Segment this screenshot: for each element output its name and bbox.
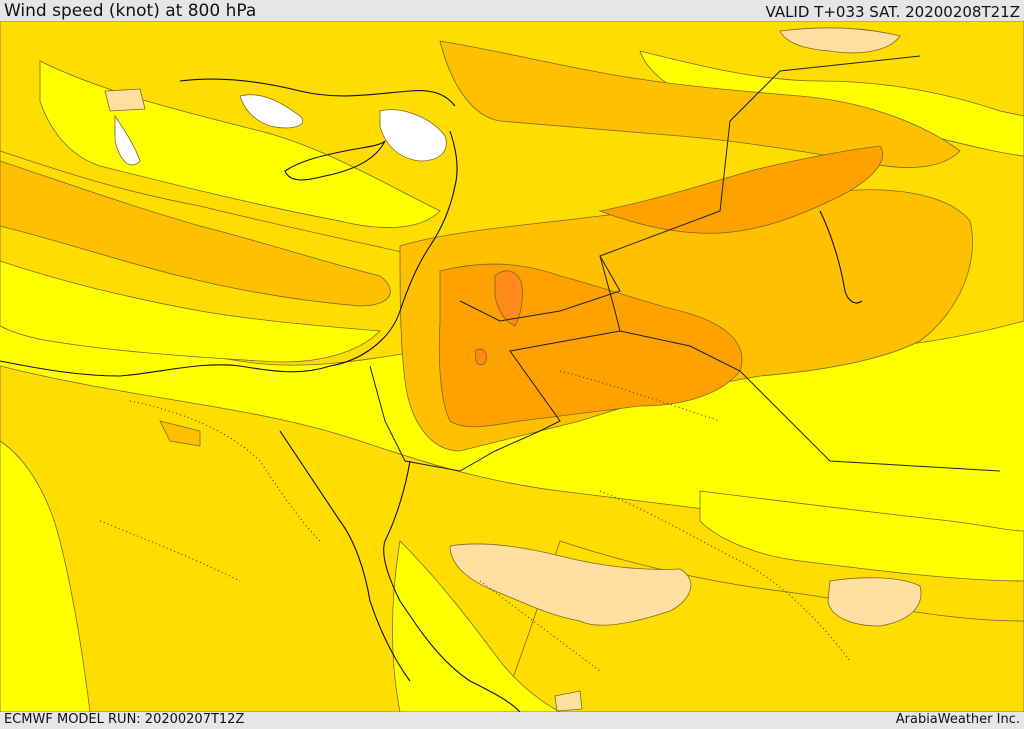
footer-bar: ECMWF MODEL RUN: 20200207T12Z ArabiaWeat…: [0, 712, 1024, 729]
credit-label: ArabiaWeather Inc.: [895, 712, 1020, 727]
header-bar: Wind speed (knot) at 800 hPa VALID T+033…: [0, 0, 1024, 21]
coastline-mediterranean: [0, 130, 458, 377]
coastline-cyprus: [284, 140, 386, 181]
white-patch-greece: [114, 114, 141, 166]
orange-east: [598, 145, 883, 234]
coastline-red-sea: [279, 430, 521, 712]
tan-patch-east: [827, 577, 922, 627]
coastline-turkey: [179, 78, 456, 107]
white-patch-aegean: [239, 94, 303, 129]
yellow-band-sw: [0, 440, 91, 712]
wind-speed-map: [0, 21, 1024, 712]
white-patch-turkey: [379, 109, 447, 162]
valid-time: VALID T+033 SAT. 20200208T21Z: [765, 3, 1020, 21]
yellow-band-south-coast: [392, 540, 561, 712]
darkorange-core-1: [494, 270, 523, 327]
amber-ne: [439, 40, 961, 168]
darkorange-core-2: [474, 348, 487, 366]
model-run-label: ECMWF MODEL RUN: 20200207T12Z: [4, 712, 245, 727]
dotted-boundaries: [99, 370, 851, 672]
map-title: Wind speed (knot) at 800 hPa: [4, 1, 257, 21]
border-lines: [369, 55, 1001, 472]
tan-patch-ne: [779, 27, 901, 54]
tan-patch-small-2: [554, 690, 583, 712]
yellow-band-central: [0, 260, 381, 363]
tan-patch-arabia: [449, 543, 692, 626]
coastline-gulf: [819, 210, 863, 304]
tan-patch-small-1: [104, 88, 146, 112]
amber-sinai: [159, 420, 201, 447]
amber-west-streak: [0, 160, 391, 307]
